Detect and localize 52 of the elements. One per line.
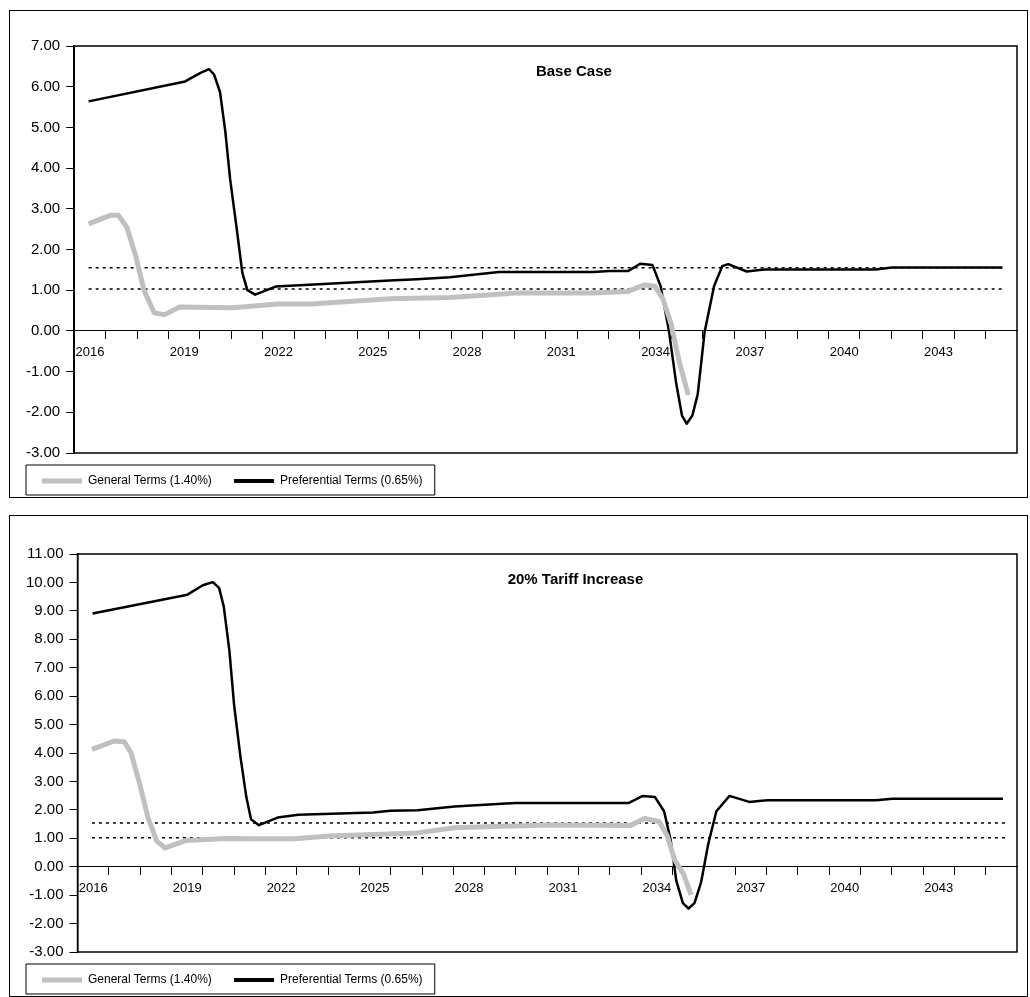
x-tick-label: 2037	[736, 880, 766, 896]
legend-label: Preferential Terms (0.65%)	[280, 972, 423, 987]
x-tick-label: 2019	[172, 880, 202, 896]
legend-label: General Terms (1.40%)	[88, 972, 212, 987]
x-tick-label: 2019	[169, 344, 199, 360]
y-tick-label: 6.00	[30, 76, 61, 94]
y-tick-label: 0.00	[34, 856, 64, 874]
y-tick-label: 11.00	[27, 544, 64, 562]
x-tick-label: 2025	[358, 344, 388, 360]
x-tick-label: 2034	[641, 344, 671, 360]
x-tick-label: 2016	[75, 344, 105, 360]
x-tick-label: 2031	[548, 880, 578, 896]
x-tick-label: 2037	[735, 344, 765, 360]
y-tick-label: 4.00	[34, 743, 64, 761]
legend-label: General Terms (1.40%)	[88, 473, 212, 488]
y-tick-label: 8.00	[34, 629, 64, 647]
x-tick-label: 2031	[546, 344, 576, 360]
y-tick-label: -1.00	[29, 885, 64, 903]
y-tick-label: -3.00	[25, 443, 61, 461]
y-tick-label: -3.00	[29, 942, 64, 960]
x-tick-label: 2043	[924, 880, 954, 896]
y-tick-label: 0.00	[30, 321, 61, 339]
y-tick-label: -2.00	[29, 913, 64, 931]
text: 20% Tariff Increase	[507, 569, 644, 587]
y-tick-label: 3.00	[34, 771, 64, 789]
y-tick-label: 2.00	[30, 239, 61, 257]
text: Base Case	[535, 61, 612, 79]
legend-label: Preferential Terms (0.65%)	[280, 473, 423, 488]
x-tick-label: 2028	[454, 880, 484, 896]
x-tick-label: 2043	[923, 344, 953, 360]
y-tick-label: -1.00	[25, 361, 61, 379]
y-tick-label: 1.00	[30, 280, 61, 298]
x-tick-label: 2034	[642, 880, 672, 896]
y-tick-label: 7.00	[34, 657, 64, 675]
x-tick-label: 2022	[264, 344, 293, 360]
y-tick-label: 4.00	[30, 158, 61, 176]
x-tick-label: 2040	[830, 880, 860, 896]
x-tick-label: 2016	[78, 880, 108, 896]
y-tick-label: 9.00	[34, 601, 64, 618]
x-tick-label: 2025	[360, 880, 390, 896]
y-tick-label: -2.00	[25, 402, 61, 420]
x-tick-label: 2040	[829, 344, 859, 360]
y-tick-label: 5.00	[30, 117, 61, 135]
y-tick-label: 1.00	[34, 828, 64, 846]
y-tick-label: 10.00	[25, 572, 64, 590]
x-tick-label: 2028	[452, 344, 482, 360]
y-tick-label: 2.00	[34, 800, 64, 817]
y-tick-label: 6.00	[34, 686, 64, 704]
x-tick-label: 2022	[266, 880, 296, 896]
y-tick-label: 5.00	[34, 714, 64, 732]
y-tick-label: 3.00	[30, 198, 61, 216]
y-tick-label: 7.00	[30, 36, 61, 54]
